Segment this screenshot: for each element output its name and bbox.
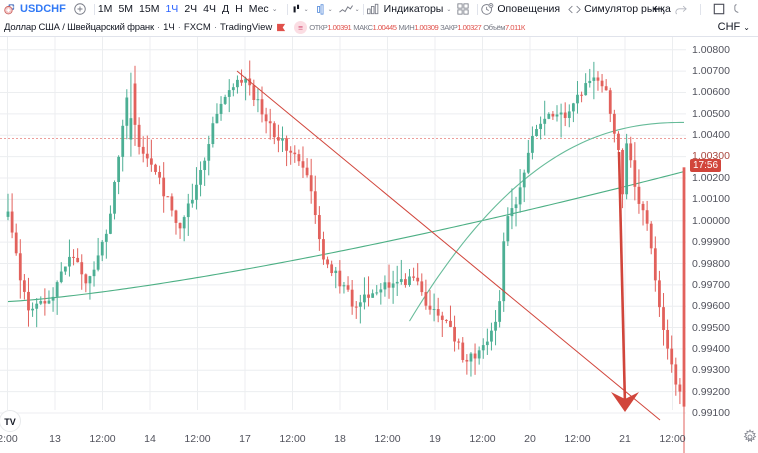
svg-text:≡: ≡ xyxy=(298,22,303,32)
svg-text:TV: TV xyxy=(4,417,16,427)
